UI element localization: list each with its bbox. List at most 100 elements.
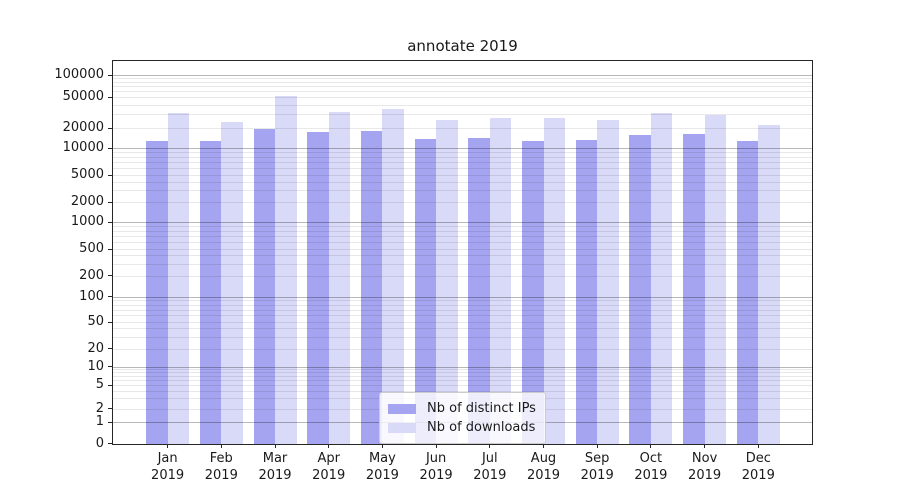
gridline-400 [113,255,812,257]
gridline-200 [113,275,812,277]
legend: Nb of distinct IPs Nb of downloads [379,392,546,444]
bar-nb-of-downloads-jun [436,119,458,444]
gridline-80 [113,304,812,306]
x-tick-label-nov: Nov 2019 [688,451,722,483]
bar-nb-of-distinct-ips-jun [414,138,437,444]
x-tick-mark-apr [328,444,330,448]
bar-nb-of-downloads-jan [167,112,190,444]
bar-nb-of-distinct-ips-jul [468,137,490,444]
bar-nb-of-distinct-ips-oct [629,134,651,444]
bar-nb-of-distinct-ips-mar [253,128,275,444]
y-tick-mark-0 [108,443,112,444]
gridline-9000 [113,152,812,154]
bar-nb-of-distinct-ips-feb [199,141,222,444]
legend-label-downloads: Nb of downloads [427,420,536,435]
gridline-6000 [113,167,812,169]
gridline-7000 [113,161,812,163]
x-tick-label-aug: Aug 2019 [526,451,561,483]
gridline-100000 [113,75,812,76]
legend-swatch-distinct-ips [388,403,416,414]
bar-nb-of-downloads-oct [650,113,673,444]
gridline-4000 [113,181,812,183]
y-tick-mark-50000 [108,96,112,98]
y-tick-mark-50 [108,321,112,323]
gridline-20000 [113,128,812,129]
bar-nb-of-distinct-ips-sep [575,139,598,444]
gridline-30000 [113,114,812,116]
bar-nb-of-distinct-ips-apr [307,131,329,444]
y-tick-label-1000: 1000 [70,214,104,229]
y-tick-mark-10000 [108,147,112,149]
y-tick-mark-10 [108,366,112,367]
y-tick-label-50000: 50000 [62,89,104,104]
bar-nb-of-distinct-ips-aug [522,141,544,444]
x-tick-mark-jun [435,444,437,448]
x-tick-label-mar: Mar 2019 [258,451,292,483]
gridline-4 [113,390,812,392]
bar-nb-of-downloads-may [382,108,404,444]
y-tick-mark-100000 [108,74,112,76]
bar-nb-of-downloads-nov [704,115,727,444]
x-tick-label-oct: Oct 2019 [634,451,668,483]
bar-nb-of-downloads-sep [597,119,619,444]
legend-item-distinct-ips: Nb of distinct IPs [388,399,536,418]
y-tick-label-5000: 5000 [70,167,104,182]
y-tick-mark-500 [108,248,112,250]
y-tick-label-100000: 100000 [54,67,104,82]
x-tick-mark-nov [704,444,706,448]
gridline-3000 [113,190,812,192]
gridline-30 [113,336,812,338]
y-tick-mark-2000 [108,201,112,203]
y-tick-label-200: 200 [79,267,104,283]
gridline-70000 [113,86,812,88]
y-tick-label-20000: 20000 [62,120,104,135]
gridline-2000 [113,202,812,203]
legend-label-distinct-ips: Nb of distinct IPs [427,401,536,416]
y-tick-label-10: 10 [87,358,104,374]
x-tick-mark-feb [220,444,222,448]
gridline-70 [113,309,812,311]
y-tick-label-10000: 10000 [62,140,104,155]
gridline-5000 [113,175,812,176]
bars-layer [113,61,812,444]
gridline-90000 [113,78,812,80]
bar-nb-of-downloads-aug [543,117,565,444]
gridline-500 [113,249,812,250]
gridline-40 [113,328,812,330]
y-tick-mark-20000 [108,127,112,129]
gridline-50000 [113,97,812,98]
bar-nb-of-downloads-jul [489,117,512,444]
gridline-700 [113,235,812,237]
y-tick-mark-1000 [108,221,112,223]
gridline-60000 [113,91,812,93]
gridline-10 [113,366,812,368]
y-tick-mark-5 [108,384,112,386]
y-tick-mark-1 [108,421,112,423]
gridline-50 [113,322,812,323]
y-tick-label-50: 50 [87,314,104,329]
grid-layer [113,61,812,444]
plot-area: Nb of distinct IPs Nb of downloads [112,60,813,445]
y-tick-mark-2 [108,408,112,409]
gridline-6 [113,380,812,382]
x-tick-label-may: May 2019 [365,451,399,483]
x-tick-mark-jan [167,444,169,448]
gridline-900 [113,226,812,228]
gridline-40000 [113,104,812,106]
bar-nb-of-downloads-mar [275,96,297,444]
bar-nb-of-downloads-feb [221,122,243,444]
x-tick-mark-jul [489,444,491,448]
x-tick-label-feb: Feb 2019 [204,451,238,483]
chart-title: annotate 2019 [407,37,518,55]
gridline-5 [113,385,812,386]
x-tick-mark-mar [274,444,276,448]
y-tick-label-500: 500 [79,241,104,256]
gridline-60 [113,315,812,317]
gridline-9 [113,369,812,371]
x-tick-label-sep: Sep 2019 [580,451,614,483]
y-tick-mark-200 [108,275,112,276]
x-tick-label-jun: Jun 2019 [419,451,453,483]
legend-swatch-downloads [388,422,416,433]
legend-item-downloads: Nb of downloads [388,418,536,437]
